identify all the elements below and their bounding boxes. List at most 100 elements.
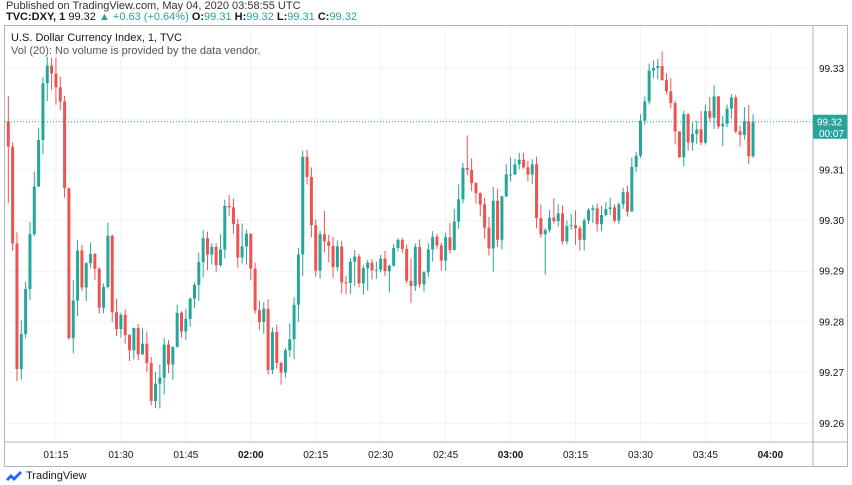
countdown-label: 00:07: [819, 129, 844, 140]
candle-body: [517, 159, 521, 165]
candle-body: [348, 261, 352, 283]
candle-body: [491, 200, 495, 249]
tradingview-brand: TradingView: [26, 470, 87, 482]
candle-body: [223, 205, 227, 250]
candle-body: [162, 344, 166, 378]
candle-body: [171, 346, 175, 365]
candle-body: [422, 272, 426, 285]
change-arrow-icon: ▲: [98, 11, 110, 23]
candle-body: [677, 131, 681, 158]
candle-body: [58, 87, 62, 102]
candle-body: [218, 249, 222, 266]
candle-body: [556, 213, 560, 222]
candle-body: [353, 256, 357, 262]
candle-body: [288, 339, 292, 351]
candle-body: [24, 288, 28, 335]
candle-body: [552, 217, 556, 222]
candle-body: [361, 268, 365, 284]
candle-body: [695, 129, 699, 134]
close-value: 99.32: [329, 11, 357, 23]
candle-body: [426, 249, 430, 273]
candle-body: [651, 68, 655, 71]
candle-body: [50, 65, 54, 74]
candle-body: [309, 176, 313, 226]
candle-body: [392, 247, 396, 266]
candle-body: [76, 250, 80, 301]
candle-body: [318, 234, 322, 271]
chart-legend-title: U.S. Dollar Currency Index, 1, TVC: [11, 32, 182, 44]
candle-body: [45, 65, 49, 84]
candle-body: [335, 246, 339, 268]
candle-body: [595, 208, 599, 225]
x-tick-label: 04:00: [758, 450, 784, 461]
y-tick-label: 99.29: [819, 267, 844, 278]
candle-body: [262, 308, 266, 322]
change-value: +0.63 (+0.64%): [112, 11, 189, 23]
candle-body: [296, 254, 300, 305]
candle-body: [327, 241, 331, 246]
x-tick-label: 02:00: [238, 450, 264, 461]
tradingview-logo-icon: [6, 470, 22, 481]
x-tick-label: 02:30: [368, 450, 393, 461]
candle-body: [106, 235, 110, 287]
open-label: O:: [191, 11, 205, 23]
candle-body: [145, 343, 149, 363]
candle-body: [418, 246, 422, 285]
candle-body: [638, 120, 642, 156]
candle-body: [128, 335, 132, 351]
candle-body: [180, 312, 183, 332]
candle-body: [561, 213, 565, 242]
candle-body: [500, 196, 504, 240]
candle-body: [175, 312, 179, 347]
candle-body: [370, 262, 374, 271]
candle-body: [682, 114, 686, 158]
candle-body: [93, 254, 97, 269]
x-tick-label: 03:30: [628, 450, 653, 461]
candle-body: [729, 97, 733, 109]
candle-body: [379, 258, 383, 270]
last-price: 99.32: [68, 11, 96, 23]
candle-body: [387, 265, 391, 272]
candle-body: [184, 318, 188, 332]
candle-body: [80, 250, 84, 288]
candle-body: [210, 246, 214, 255]
y-tick-label: 99.28: [819, 317, 844, 328]
candle-body: [522, 159, 526, 168]
candle-body: [366, 262, 370, 269]
candle-body: [123, 314, 127, 336]
candle-body: [435, 236, 439, 246]
candle-body: [270, 332, 274, 371]
tradingview-footer[interactable]: TradingView: [6, 470, 87, 482]
chart-frame: [4, 25, 848, 467]
candle-body: [721, 123, 725, 127]
candle-body: [673, 103, 677, 132]
candle-body: [703, 111, 707, 143]
candle-body: [231, 207, 235, 225]
candle-body: [249, 233, 253, 269]
candle-body: [742, 121, 746, 135]
candle-body: [136, 327, 140, 355]
symbol-label: TVC:DXY, 1: [6, 11, 66, 23]
candle-body: [236, 224, 240, 258]
candle-body: [643, 101, 647, 121]
low-label: L:: [276, 11, 288, 23]
candle-body: [396, 239, 400, 248]
candle-body: [292, 304, 296, 340]
y-tick-label: 99.27: [819, 368, 844, 379]
candle-body: [405, 248, 409, 281]
candle-body: [452, 221, 456, 250]
candle-body: [67, 188, 71, 339]
low-value: 99.31: [287, 11, 315, 23]
candle-body: [630, 166, 634, 212]
last-price-label: 99.32: [817, 117, 842, 128]
candle-body: [132, 327, 136, 351]
high-value: 99.32: [246, 11, 274, 23]
x-tick-label: 01:45: [173, 450, 198, 461]
candle-body: [305, 156, 309, 177]
candle-body: [158, 377, 162, 384]
candle-body: [192, 284, 196, 299]
candle-body: [621, 192, 625, 205]
candle-body: [275, 332, 279, 363]
candle-body: [283, 350, 287, 373]
